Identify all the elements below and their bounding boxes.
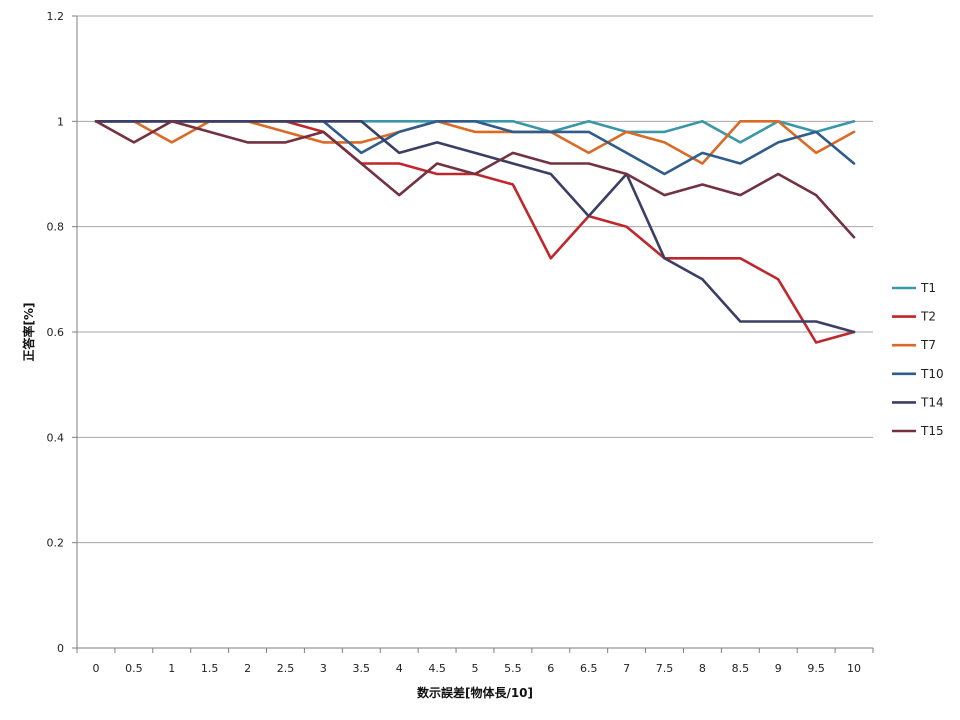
x-tick-label: 3.5 <box>353 662 371 675</box>
series-line-t15 <box>94 120 856 239</box>
legend: T1 T2 T7 T10 T14 T15 <box>892 281 944 438</box>
legend-label: T14 <box>920 395 944 409</box>
legend-label: T1 <box>920 281 936 295</box>
x-tick-label: 0.5 <box>125 662 143 675</box>
x-tick-label: 9 <box>775 662 782 675</box>
y-tick-label: 0.6 <box>47 326 65 339</box>
x-tick-label: 5 <box>472 662 479 675</box>
axes <box>72 15 874 653</box>
x-tick-labels: 0 0.5 1 1.5 2 2.5 3 3.5 4 4.5 5 5.5 6 6.5 7 7.5 8 8.5 9 9.5… <box>92 662 861 675</box>
x-tick-label: 10 <box>847 662 861 675</box>
y-tick-label: 0.2 <box>47 537 65 550</box>
x-tick-label: 4.5 <box>428 662 446 675</box>
y-tick-label: 0.8 <box>47 221 65 234</box>
x-tick-label: 3 <box>320 662 327 675</box>
x-tick-label: 2 <box>244 662 251 675</box>
series-line-t2 <box>94 120 856 344</box>
y-tick-labels: 0 0.2 0.4 0.6 0.8 1 1.2 <box>47 10 65 655</box>
series-lines <box>94 120 856 344</box>
series-line-t14 <box>94 120 856 334</box>
legend-label: T2 <box>920 310 936 324</box>
y-tick-label: 0.4 <box>47 431 65 444</box>
x-tick-label: 8.5 <box>732 662 750 675</box>
x-tick-label: 4 <box>396 662 403 675</box>
x-tick-label: 7 <box>623 662 630 675</box>
x-tick-label: 2.5 <box>277 662 295 675</box>
x-tick-label: 1.5 <box>201 662 219 675</box>
x-tick-label: 6 <box>547 662 554 675</box>
x-tick-label: 5.5 <box>504 662 522 675</box>
x-tick-label: 0 <box>92 662 99 675</box>
x-tick-label: 9.5 <box>807 662 825 675</box>
y-tick-label: 1 <box>57 115 64 128</box>
x-tick-label: 7.5 <box>656 662 674 675</box>
x-tick-label: 1 <box>168 662 175 675</box>
gridlines <box>77 15 873 544</box>
y-tick-label: 1.2 <box>47 10 65 23</box>
x-tick-label: 8 <box>699 662 706 675</box>
legend-label: T10 <box>920 367 944 381</box>
series-line-t10 <box>94 120 856 176</box>
y-axis-title: 正答率[%] <box>21 303 36 362</box>
legend-label: T15 <box>920 424 944 438</box>
y-tick-label: 0 <box>57 642 64 655</box>
x-axis-title: 数示誤差[物体長/10] <box>417 685 533 700</box>
x-tick-label: 6.5 <box>580 662 598 675</box>
legend-label: T7 <box>920 338 936 352</box>
